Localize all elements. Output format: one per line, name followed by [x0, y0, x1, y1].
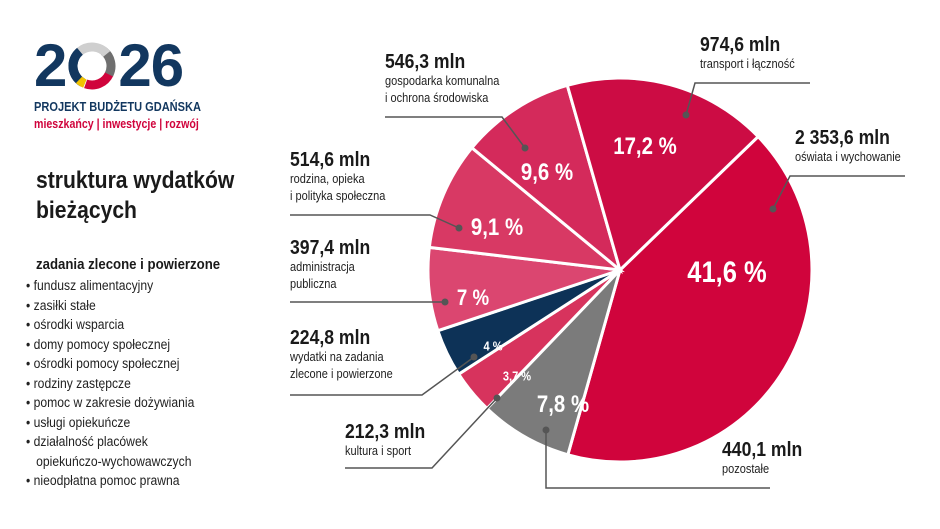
- pie-slice: [484, 268, 622, 457]
- percent-label: 4 %: [483, 338, 503, 354]
- page-title: struktura wydatków bieżących: [36, 166, 234, 226]
- logo: 2 26: [34, 32, 184, 99]
- amount-label: 212,3 mln: [345, 421, 426, 443]
- pie-slice: [469, 83, 623, 275]
- amount-label: 974,6 mln: [700, 34, 781, 56]
- list-item: ośrodki pomocy społecznej: [26, 354, 194, 374]
- percent-label: 3,7 %: [502, 368, 532, 384]
- leader-line: [345, 397, 498, 469]
- amount-label: 440,1 mln: [722, 439, 803, 461]
- logo-year-left: 2: [34, 32, 67, 99]
- category-label: gospodarka komunalna: [385, 74, 500, 88]
- percent-label: 7,8 %: [536, 391, 590, 418]
- title-line: struktura wydatków: [36, 167, 235, 194]
- slice-label: 397,4 mln administracja publiczna: [290, 237, 370, 293]
- slice-label: 514,6 mln rodzina, opieka i polityka społe…: [290, 149, 385, 205]
- category-label: kultura i sport: [345, 444, 412, 458]
- leader-dot: [470, 353, 478, 361]
- leader-line: [290, 356, 475, 396]
- leader-dot: [455, 224, 463, 232]
- category-label: publiczna: [290, 277, 337, 291]
- leader-dot: [493, 394, 501, 402]
- list-item: działalność placówek: [26, 432, 194, 452]
- category-label: transport i łączność: [700, 57, 795, 71]
- amount-label: 2 353,6 mln: [795, 127, 890, 149]
- category-label: pozostałe: [722, 462, 770, 476]
- leader-dot: [521, 144, 529, 152]
- category-label: zlecone i powierzone: [290, 367, 393, 381]
- pie-slice: [427, 145, 625, 273]
- percent-label: 17,2 %: [613, 133, 677, 160]
- slice-label: 974,6 mln transport i łączność: [700, 34, 795, 73]
- title-line: bieżących: [36, 197, 137, 224]
- list-item: fundusz alimentacyjny: [26, 276, 194, 296]
- category-label: i ochrona środowiska: [385, 91, 489, 105]
- leader-dot: [441, 298, 449, 306]
- pie-slice: [565, 76, 761, 273]
- leader-line: [685, 82, 810, 116]
- slice-label: 546,3 mln gospodarka komunalna i ochrona ś…: [385, 51, 499, 107]
- percent-label: 9,1 %: [470, 214, 524, 241]
- pie-slice: [565, 134, 814, 464]
- percent-label: 41,6 %: [687, 256, 767, 289]
- subtitle: zadania zlecone i powierzone: [36, 256, 221, 273]
- list-item: zasiłki stałe: [26, 296, 194, 316]
- amount-label: 224,8 mln: [290, 327, 371, 349]
- slice-label: 440,1 mln pozostałe: [722, 439, 802, 478]
- leader-dot: [542, 426, 550, 434]
- list-item: usługi opiekuńcze: [26, 413, 194, 433]
- category-label: wydatki na zadania: [290, 350, 384, 364]
- leader-line: [290, 214, 460, 229]
- leader-dot: [682, 111, 690, 119]
- amount-label: 514,6 mln: [290, 149, 371, 171]
- leader-line: [545, 430, 770, 489]
- amount-label: 397,4 mln: [290, 237, 371, 259]
- task-list: fundusz alimentacyjny zasiłki stałe ośro…: [26, 276, 195, 491]
- leader-line: [385, 116, 526, 149]
- slice-label: 224,8 mln wydatki na zadania zlecone i pow…: [290, 327, 393, 383]
- slice-label: 212,3 mln kultura i sport: [345, 421, 425, 460]
- category-label: oświata i wychowanie: [795, 150, 901, 164]
- percent-label: 7 %: [456, 285, 490, 310]
- logo-name: PROJEKT BUDŻETU GDAŃSKA: [34, 99, 201, 114]
- logo-year-right: 26: [118, 32, 184, 99]
- category-label: rodzina, opieka: [290, 172, 365, 186]
- percent-label: 9,6 %: [520, 159, 574, 186]
- logo-tagline: mieszkańcy | inwestycje | rozwój: [34, 117, 199, 131]
- category-label: administracja: [290, 260, 355, 274]
- list-item: rodziny zastępcze: [26, 374, 194, 394]
- leader-line: [772, 175, 905, 210]
- list-item-continuation: opiekuńczo-wychowawczych: [36, 453, 192, 469]
- logo-ring-icon: [68, 42, 116, 90]
- leader-dot: [769, 205, 777, 213]
- slice-label: 2 353,6 mln oświata i wychowanie: [795, 127, 901, 166]
- list-item: ośrodki wsparcia: [26, 315, 194, 335]
- list-item: domy pomocy społecznej: [26, 335, 194, 355]
- amount-label: 546,3 mln: [385, 51, 466, 73]
- category-label: i polityka społeczna: [290, 189, 386, 203]
- list-item: pomoc w zakresie dożywiania: [26, 393, 195, 413]
- list-item: nieodpłatna pomoc prawna: [26, 471, 194, 491]
